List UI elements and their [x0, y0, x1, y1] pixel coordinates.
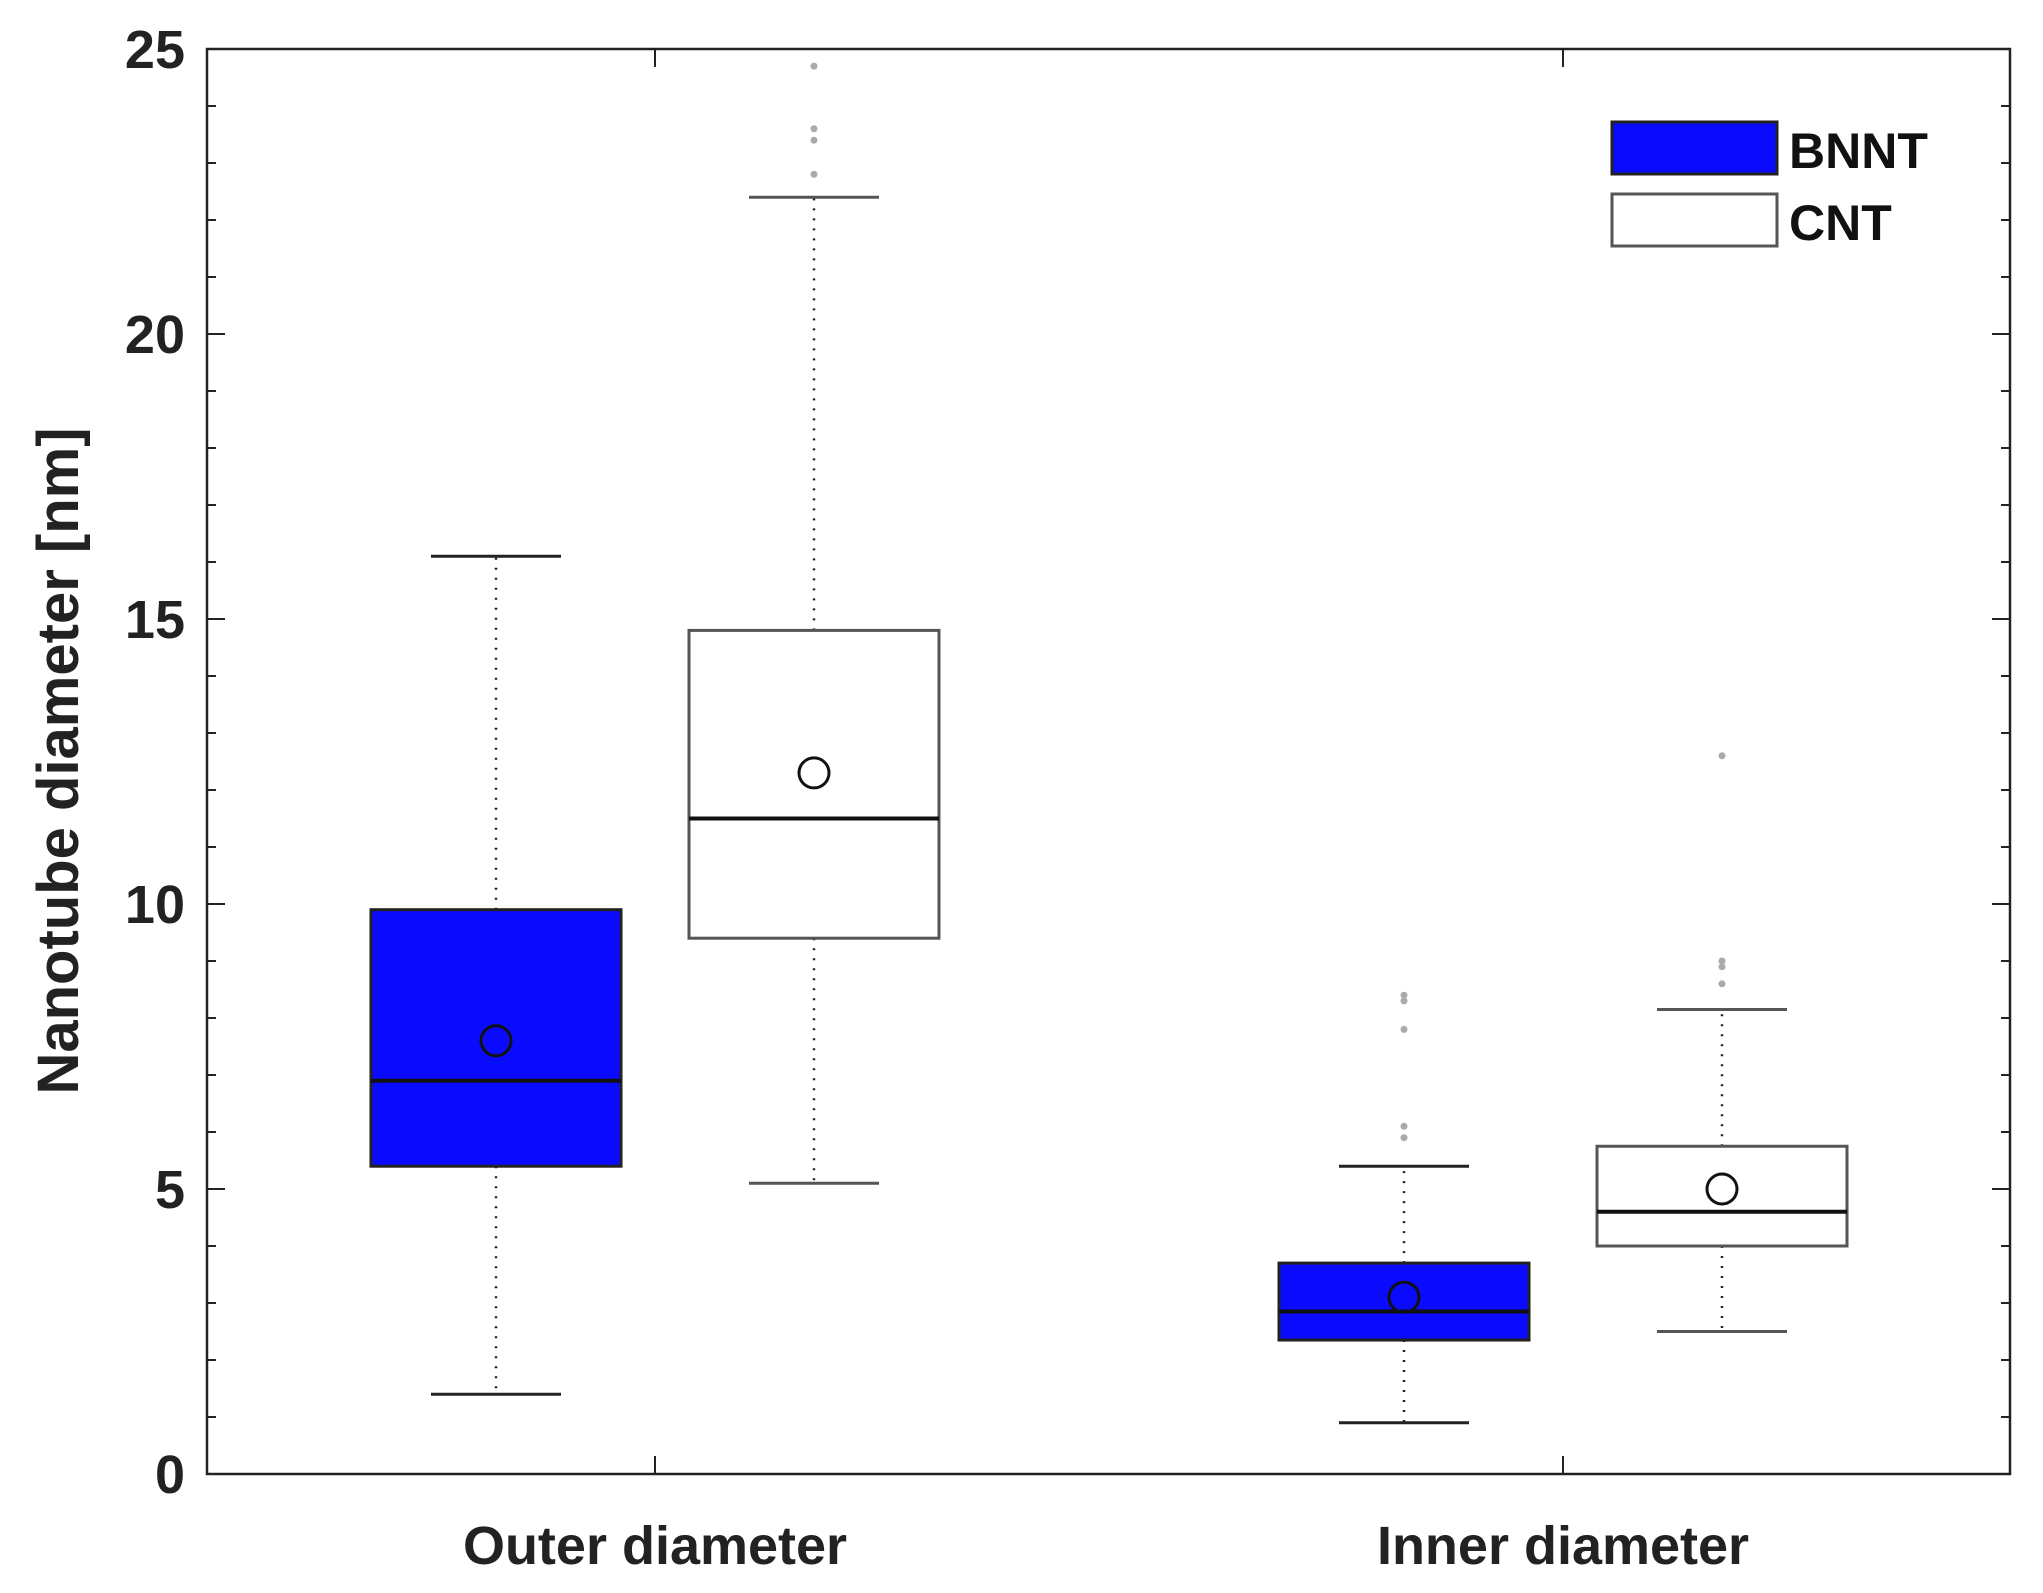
box-iqr — [1277, 1261, 1531, 1342]
box-cnt — [687, 62, 941, 1185]
legend-label: CNT — [1789, 195, 1892, 251]
y-axis-label: Nanotube diameter [nm] — [26, 427, 91, 1094]
legend-label: BNNT — [1789, 123, 1928, 179]
outlier-point — [1718, 752, 1726, 760]
y-tick-label: 20 — [125, 305, 185, 365]
mean-marker — [1387, 1280, 1421, 1314]
outlier-point — [1718, 980, 1726, 988]
axis-ticks: 0 5 10 15 20 25 Outer diameter Inner diameter — [125, 20, 2010, 1576]
mean-marker — [479, 1024, 513, 1058]
legend: BNNT CNT — [1610, 120, 1928, 251]
mean-marker — [797, 756, 831, 790]
y-tick-label: 15 — [125, 590, 185, 650]
box-bnnt — [369, 554, 623, 1396]
y-tick-label: 10 — [125, 875, 185, 935]
mean-marker — [1705, 1172, 1739, 1206]
outlier-point — [810, 170, 818, 178]
outlier-point — [1400, 991, 1408, 999]
outlier-point — [810, 62, 818, 70]
y-tick-label: 5 — [155, 1160, 185, 1220]
y-tick-label: 25 — [125, 20, 185, 80]
outlier-point — [1400, 1134, 1408, 1142]
outlier-point — [1400, 997, 1408, 1005]
y-tick-label: 0 — [155, 1445, 185, 1505]
box-bnnt — [1277, 991, 1531, 1425]
outlier-point — [1718, 957, 1726, 965]
outlier-point — [1400, 1122, 1408, 1130]
outlier-point — [1400, 1025, 1408, 1033]
box-cnt — [1595, 752, 1849, 1333]
x-tick-label: Inner diameter — [1377, 1516, 1749, 1576]
x-tick-label: Outer diameter — [463, 1516, 847, 1576]
box-series — [369, 62, 1849, 1425]
plot-area — [205, 47, 2012, 1476]
box-iqr — [369, 908, 623, 1168]
outlier-point — [810, 125, 818, 133]
outlier-point — [810, 136, 818, 144]
legend-swatch — [1610, 120, 1779, 176]
legend-swatch — [1610, 192, 1779, 248]
outlier-point — [1718, 963, 1726, 971]
